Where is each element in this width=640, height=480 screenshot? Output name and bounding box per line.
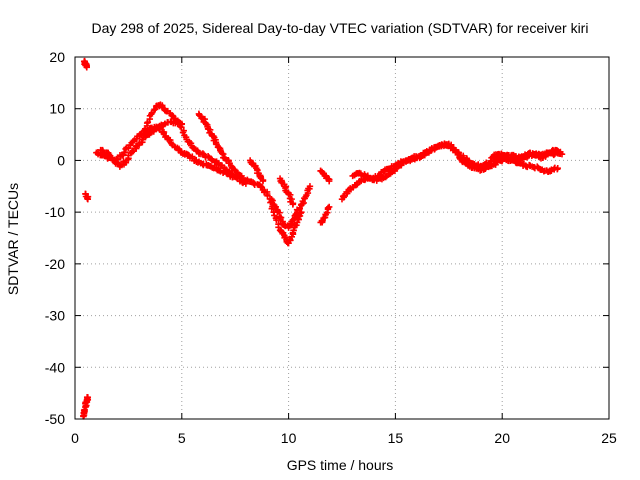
y-tick-label: 0 — [57, 152, 65, 168]
y-tick-label: 20 — [49, 49, 65, 65]
x-tick-label: 0 — [71, 430, 79, 446]
data-point — [325, 177, 333, 185]
data-point — [325, 203, 333, 211]
data-point — [554, 164, 561, 172]
y-tick-label: 10 — [49, 101, 65, 117]
y-tick-label: -40 — [45, 359, 65, 375]
y-tick-label: -10 — [45, 204, 65, 220]
chart-title: Day 298 of 2025, Sidereal Day-to-day VTE… — [92, 20, 589, 36]
x-axis-label: GPS time / hours — [287, 457, 394, 473]
data-point — [257, 183, 265, 190]
data-point — [306, 183, 314, 190]
data-point — [289, 201, 297, 208]
grid — [75, 57, 609, 419]
data-point — [178, 121, 185, 128]
data-point — [121, 149, 128, 156]
data-point — [290, 227, 297, 234]
y-tick-label: -20 — [45, 256, 65, 272]
data-point — [259, 177, 267, 185]
data-point — [83, 64, 90, 71]
x-tick-label: 5 — [178, 430, 186, 446]
data-point — [268, 205, 275, 212]
y-axis-label: SDTVAR / TECUs — [5, 183, 21, 295]
plot-frame — [74, 56, 610, 420]
x-tick-label: 20 — [494, 430, 510, 446]
data-point — [339, 193, 347, 200]
y-tick-label: -30 — [45, 308, 65, 324]
data-points — [80, 57, 566, 420]
data-point — [150, 106, 158, 114]
x-tick-label: 25 — [601, 430, 617, 446]
x-tick-label: 15 — [388, 430, 404, 446]
y-tick-labels: 20 10 0 -10 -20 -30 -40 -50 — [45, 49, 65, 427]
data-point — [553, 147, 561, 154]
data-point — [84, 394, 92, 401]
x-tick-label: 10 — [281, 430, 297, 446]
data-point — [84, 196, 92, 203]
data-point — [558, 151, 566, 158]
data-point — [324, 204, 332, 212]
y-tick-label: -50 — [45, 411, 65, 427]
x-tick-labels: 0 5 10 15 20 25 — [71, 430, 617, 446]
data-point — [513, 159, 521, 167]
